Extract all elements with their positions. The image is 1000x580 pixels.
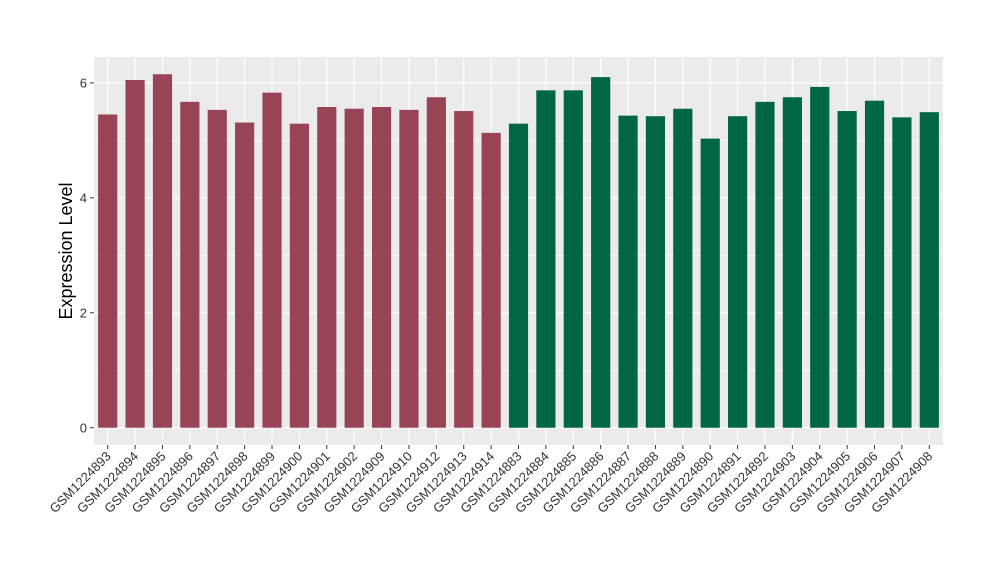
bar bbox=[481, 132, 501, 428]
bar bbox=[700, 138, 720, 428]
bar bbox=[317, 107, 337, 428]
bar bbox=[837, 111, 857, 428]
bar bbox=[235, 122, 255, 428]
bar bbox=[289, 123, 309, 428]
bar bbox=[344, 108, 364, 428]
y-axis-title: Expression Level bbox=[56, 182, 76, 319]
y-tick-label: 4 bbox=[80, 190, 87, 205]
bar bbox=[207, 109, 227, 428]
y-tick-label: 0 bbox=[80, 420, 87, 435]
bar bbox=[399, 109, 419, 428]
y-axis: 0 2 4 6 bbox=[80, 75, 94, 435]
bar bbox=[645, 116, 666, 428]
x-axis: GSM1224893GSM1224894GSM1224895GSM1224896… bbox=[46, 445, 935, 516]
bar bbox=[426, 97, 446, 428]
bar bbox=[536, 90, 556, 428]
bar bbox=[152, 74, 173, 428]
bar bbox=[864, 100, 885, 428]
y-tick-label: 6 bbox=[80, 75, 87, 90]
bar bbox=[673, 108, 693, 428]
bars bbox=[98, 74, 939, 428]
bar bbox=[125, 79, 145, 428]
bar bbox=[755, 101, 775, 428]
bar bbox=[919, 112, 939, 428]
bar bbox=[262, 92, 282, 428]
bar bbox=[371, 107, 392, 428]
bar bbox=[892, 117, 912, 428]
bar bbox=[591, 77, 611, 428]
bar bbox=[563, 90, 583, 428]
bar bbox=[454, 111, 474, 428]
bar bbox=[98, 114, 118, 428]
bar bbox=[618, 115, 638, 428]
bar bbox=[782, 97, 802, 428]
bar bbox=[180, 101, 200, 428]
bar bbox=[810, 86, 830, 428]
bar bbox=[508, 123, 529, 428]
bar bbox=[728, 116, 748, 428]
y-tick-label: 2 bbox=[80, 305, 87, 320]
